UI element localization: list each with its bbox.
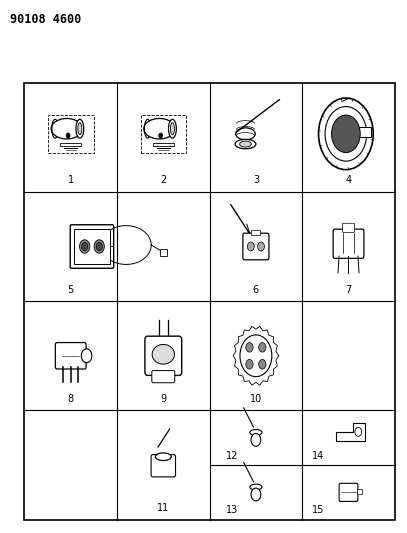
Circle shape: [66, 133, 70, 138]
Circle shape: [251, 433, 261, 446]
FancyBboxPatch shape: [333, 229, 364, 259]
Ellipse shape: [168, 119, 176, 138]
Text: 14: 14: [311, 451, 324, 461]
Text: 5: 5: [68, 285, 74, 295]
FancyBboxPatch shape: [342, 223, 354, 232]
Ellipse shape: [152, 344, 175, 364]
Bar: [74, 229, 110, 264]
Text: 2: 2: [160, 175, 166, 185]
Text: 7: 7: [346, 285, 352, 295]
Circle shape: [94, 240, 104, 253]
Text: 1: 1: [68, 175, 74, 185]
Circle shape: [81, 243, 88, 251]
Bar: [60, 143, 81, 146]
Text: 13: 13: [226, 505, 239, 515]
FancyBboxPatch shape: [339, 483, 358, 502]
Ellipse shape: [171, 123, 174, 135]
Circle shape: [240, 335, 272, 377]
Text: 12: 12: [226, 451, 239, 461]
Circle shape: [258, 242, 265, 251]
Circle shape: [332, 115, 360, 152]
Ellipse shape: [240, 141, 252, 147]
Text: 4: 4: [346, 175, 352, 185]
Ellipse shape: [51, 118, 83, 139]
Circle shape: [259, 343, 266, 352]
Ellipse shape: [235, 140, 256, 149]
Text: 3: 3: [253, 175, 259, 185]
Bar: [24, 83, 395, 520]
Ellipse shape: [76, 119, 84, 138]
Circle shape: [355, 427, 362, 437]
Circle shape: [319, 98, 373, 169]
Ellipse shape: [250, 484, 262, 490]
Polygon shape: [233, 326, 279, 385]
Text: 90108 4600: 90108 4600: [10, 13, 81, 26]
Text: 15: 15: [311, 505, 324, 515]
FancyBboxPatch shape: [243, 233, 269, 260]
Circle shape: [325, 107, 367, 161]
Bar: [140, 115, 186, 152]
Circle shape: [259, 359, 266, 369]
Bar: [358, 127, 371, 137]
Ellipse shape: [250, 430, 262, 435]
Circle shape: [79, 240, 90, 253]
Ellipse shape: [155, 453, 171, 461]
Ellipse shape: [78, 123, 82, 135]
Polygon shape: [336, 423, 365, 441]
Circle shape: [246, 359, 253, 369]
Circle shape: [159, 133, 163, 138]
FancyBboxPatch shape: [152, 370, 175, 383]
Bar: [153, 143, 174, 146]
Ellipse shape: [236, 128, 255, 140]
FancyBboxPatch shape: [55, 343, 86, 369]
Bar: [252, 230, 260, 236]
Ellipse shape: [144, 118, 175, 139]
Circle shape: [251, 488, 261, 501]
Circle shape: [96, 243, 103, 251]
Circle shape: [81, 349, 92, 363]
Bar: [357, 489, 361, 495]
Circle shape: [247, 242, 254, 251]
Text: 10: 10: [250, 394, 262, 404]
Bar: [48, 115, 94, 152]
Circle shape: [246, 343, 253, 352]
FancyBboxPatch shape: [70, 225, 114, 268]
Bar: [160, 249, 167, 256]
FancyBboxPatch shape: [145, 336, 182, 375]
Text: 9: 9: [160, 394, 166, 404]
Text: 11: 11: [157, 503, 169, 513]
Text: 8: 8: [68, 394, 74, 404]
FancyBboxPatch shape: [151, 455, 175, 477]
Text: 6: 6: [253, 285, 259, 295]
